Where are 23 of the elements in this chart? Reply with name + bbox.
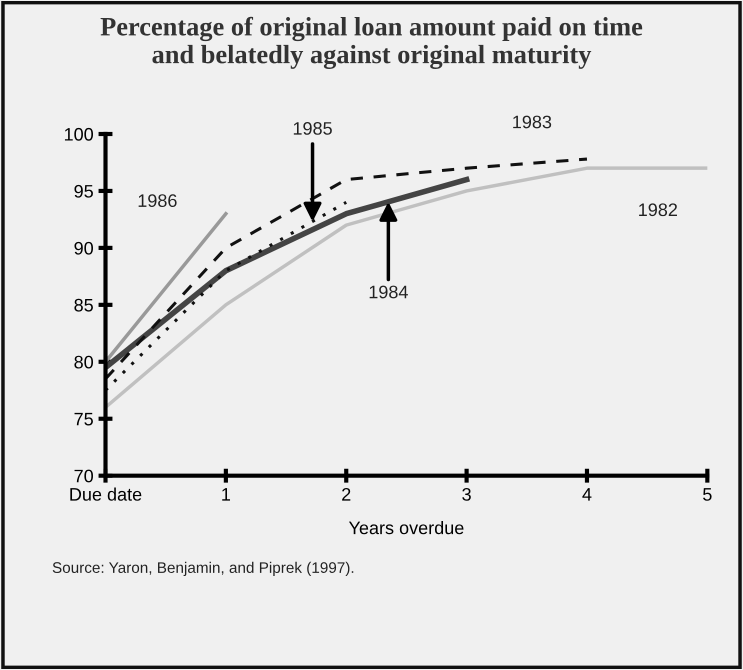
annotation: 1986 bbox=[138, 194, 177, 208]
x-tick-label: Due date bbox=[70, 488, 142, 501]
y-tick-label: 100 bbox=[64, 128, 93, 141]
line-series bbox=[106, 158, 588, 380]
x-tick-label: 2 bbox=[342, 488, 350, 501]
x-tick-label: 4 bbox=[582, 488, 592, 501]
x-tick-label: 5 bbox=[703, 488, 712, 501]
y-tick-label: 80 bbox=[74, 356, 93, 369]
x-axis-title: Years overdue bbox=[348, 521, 464, 534]
y-tick-label: 75 bbox=[74, 412, 93, 426]
annotation: 1983 bbox=[513, 116, 552, 128]
chart-title: Percentage of original loan amount paid on time and belatedly against original maturity bbox=[100, 16, 642, 69]
annotation: 1984 bbox=[370, 286, 408, 298]
line-series bbox=[106, 166, 708, 410]
x-tick-label: 3 bbox=[462, 488, 471, 501]
x-tick-label: 1 bbox=[222, 488, 230, 501]
annotation: 1982 bbox=[639, 203, 677, 216]
source-note: Source: Yaron, Benjamin, and Piprek (1997). bbox=[52, 562, 354, 576]
y-tick-label: 70 bbox=[74, 470, 93, 482]
y-tick-label: 85 bbox=[74, 298, 93, 312]
annotation: 1985 bbox=[294, 122, 332, 135]
y-tick-label: 90 bbox=[74, 242, 93, 255]
y-tick-label: 95 bbox=[74, 184, 93, 198]
